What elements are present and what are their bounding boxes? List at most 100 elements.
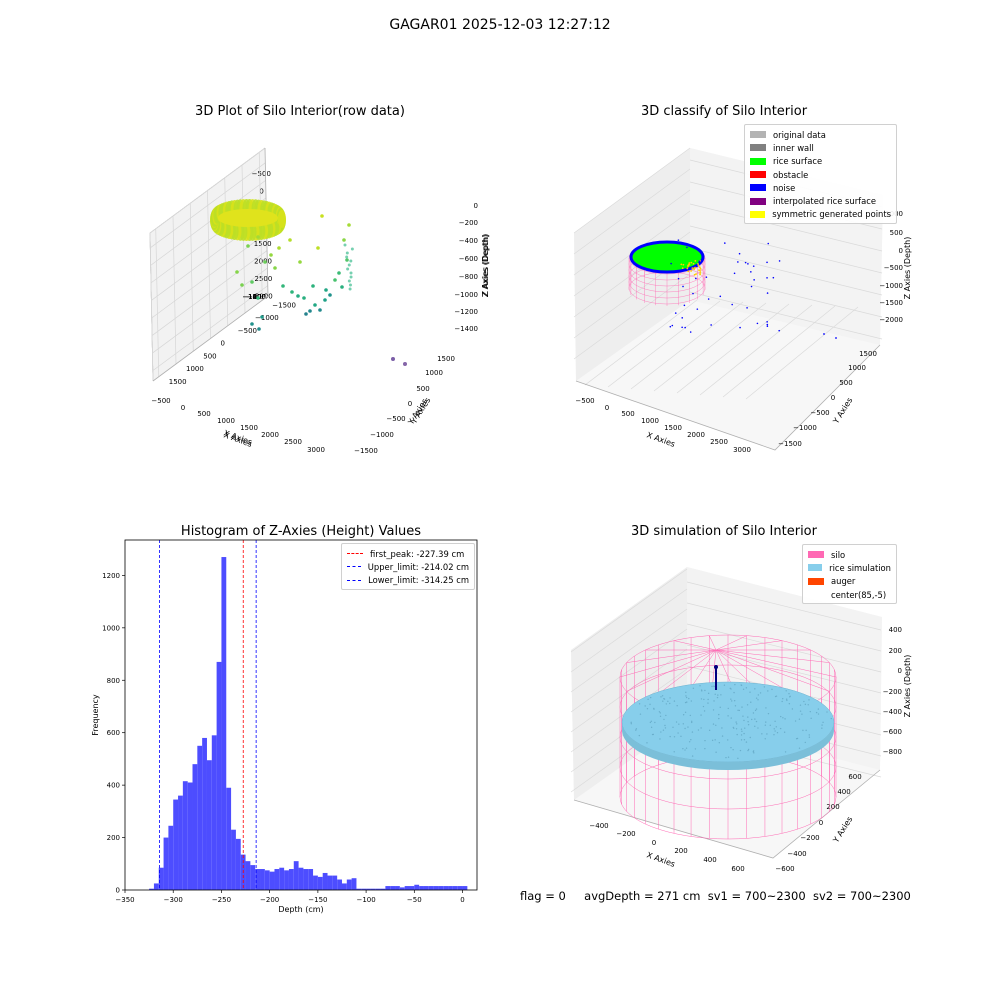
panel4-rice-dot	[635, 729, 637, 731]
panel4-ztick-label: 400	[889, 626, 902, 634]
panel4-rice-dot	[815, 711, 818, 714]
panel2-legend-entry: noise	[750, 181, 891, 194]
panel4-rice-dot	[690, 700, 693, 702]
panel4-rice-dot	[767, 690, 769, 692]
panel4-rice-dot	[635, 728, 638, 730]
panel3-hist-bar	[308, 869, 314, 890]
panel4-roof-rib	[619, 649, 717, 678]
panel3-hist-bar	[346, 879, 352, 890]
legend-line-swatch	[347, 566, 361, 568]
panel4-rice-dot	[663, 698, 665, 700]
panel4-roof-rib	[709, 635, 717, 651]
panel1-rice-point	[210, 212, 219, 231]
panel4-xtick-label: −200	[616, 830, 635, 838]
panel1-data-point	[298, 260, 302, 264]
panel4-ztick-label: −200	[883, 688, 902, 696]
panel4-rice-dot	[716, 696, 719, 699]
panel4-rice-dot	[700, 727, 702, 729]
panel4-rice-dot	[742, 715, 744, 717]
panel4-rice-dot	[675, 721, 678, 723]
panel4-rice-dot	[733, 727, 735, 729]
panel4-roof-rib	[645, 649, 717, 705]
panel2-noise-point	[710, 324, 712, 326]
panel4-rice-dot	[743, 719, 745, 722]
panel2-noise-point	[772, 276, 775, 279]
panel3-hist-bar	[269, 871, 275, 890]
panel3-hist-bar	[433, 886, 439, 890]
panel3-hist-bar	[409, 886, 415, 890]
panel4-rice-dot	[757, 694, 760, 696]
panel4-rice-dot	[703, 698, 705, 701]
panel4-rice-dot	[766, 733, 768, 735]
panel4-rice-dot	[789, 695, 791, 698]
panel1-grid-z	[149, 232, 154, 382]
panel4-xtick-label: 400	[703, 856, 716, 864]
panel1-rice-point	[222, 220, 231, 239]
panel4-rice-dot	[654, 721, 656, 724]
panel1-rice-point	[277, 212, 286, 231]
panel4-grid	[570, 588, 688, 673]
panel3-hist-bar	[202, 737, 207, 890]
panel1-rice-point	[271, 218, 280, 237]
panel3-hist-bar	[366, 888, 371, 890]
panel3-hist-bar	[240, 854, 246, 890]
legend-label: auger	[831, 576, 856, 587]
panel4-rice-dot	[830, 717, 832, 720]
panel3-legend-entry: first_peak: -227.39 cm	[347, 547, 469, 560]
panel4-rice-dot	[754, 718, 756, 720]
panel1-xtick-label: 500	[197, 410, 210, 418]
panel4-rice-dot	[686, 701, 688, 703]
panel1-ytick-label: 1500	[437, 355, 455, 363]
panel1-xtick: −500	[252, 170, 271, 178]
panel1-box	[150, 148, 455, 450]
panel4-rice-dot	[688, 741, 691, 743]
panel1-ztick: −1000	[242, 293, 266, 301]
panel3-xtick-label: 0	[460, 896, 464, 904]
panel4-rice-dot	[678, 723, 680, 725]
panel1-outline	[150, 148, 455, 450]
panel2-symmetric-point	[699, 270, 702, 272]
panel4-rice-dot	[744, 727, 746, 729]
panel1-wall-point	[349, 271, 353, 275]
panel3-hist-bar	[404, 886, 410, 890]
panel2-noise-point	[683, 304, 686, 307]
panel4-rice-dot	[755, 708, 758, 710]
panel4-ytick-label: 600	[848, 773, 861, 781]
panel3-ytick-label: 600	[107, 729, 120, 737]
panel4-rice-dot	[664, 724, 666, 727]
panel4-rice-dot	[638, 734, 641, 737]
panel2-noise-point	[766, 325, 769, 328]
panel4-rice-dot	[688, 697, 690, 700]
panel4-title: 3D simulation of Silo Interior	[631, 524, 817, 539]
panel4-rice-dot	[707, 702, 709, 704]
panel4-rice-dot	[730, 717, 732, 719]
panel4-roof-rib	[715, 649, 811, 705]
panel2-symmetric-point	[687, 265, 689, 268]
panel1-data-point	[256, 296, 260, 300]
panel1-rice-point	[218, 218, 227, 237]
panel4-rice-dot	[785, 690, 787, 692]
panel1-ztick-label: −200	[459, 219, 478, 227]
panel4-rice-dot	[707, 698, 709, 701]
panel2-symmetric-point	[681, 267, 684, 270]
panel2-noise-point	[677, 277, 680, 280]
panel4-rice-dot	[784, 751, 787, 753]
panel4-rice-dot	[803, 700, 805, 703]
panel4-rice-dot	[796, 737, 799, 740]
panel4-grid	[686, 728, 882, 778]
panel4-rice-dot	[763, 686, 766, 688]
panel4-rice-dot	[725, 756, 727, 759]
panel2-legend: original data inner wall rice surface obsta…	[744, 124, 897, 225]
panel1-rice-point	[218, 203, 227, 222]
panel1-grid-x	[151, 250, 268, 336]
panel4-rice-dot	[805, 729, 807, 732]
panel1-data-point	[273, 266, 277, 270]
panel4-legend-entry: auger	[808, 575, 891, 588]
panel4-rice-dot	[783, 731, 786, 733]
panel1-data-point	[333, 278, 337, 282]
panel4-rice-dot	[714, 693, 716, 695]
panel1-wall-point	[345, 255, 349, 259]
panel1-rice-point	[239, 199, 248, 218]
legend-label: obstacle	[773, 169, 809, 180]
panel1-xtick-label: 2000	[261, 431, 279, 439]
